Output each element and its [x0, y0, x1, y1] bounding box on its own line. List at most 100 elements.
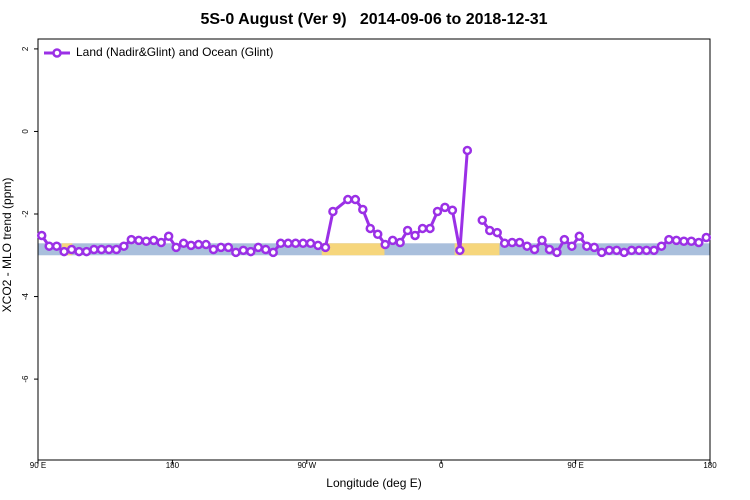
data-point: [410, 230, 420, 241]
data-point: [96, 244, 107, 255]
data-point: [201, 239, 211, 250]
data-point: [268, 247, 278, 258]
data-point: [440, 202, 450, 213]
data-point: [701, 232, 712, 243]
y-tick-label: -2: [21, 210, 30, 218]
series-line: [40, 150, 469, 255]
y-tick-label: 0: [21, 129, 30, 134]
data-point: [529, 244, 540, 255]
data-point: [51, 241, 62, 251]
data-point: [514, 237, 525, 248]
data-point: [492, 227, 502, 238]
x-tick-label: 90 E: [567, 461, 583, 470]
x-tick-label: 180: [703, 461, 717, 470]
land-strip: [454, 243, 500, 256]
data-point: [559, 234, 570, 245]
data-point: [74, 246, 84, 257]
x-tick-label: 90 W: [297, 461, 316, 470]
data-point: [156, 237, 166, 248]
data-point: [634, 245, 644, 256]
data-point: [238, 245, 249, 256]
data-point: [36, 230, 47, 241]
data-point: [432, 206, 443, 217]
data-point: [126, 234, 137, 245]
data-point: [604, 245, 614, 256]
data-point: [141, 236, 152, 246]
data-point: [656, 241, 667, 251]
y-tick-label: -4: [21, 292, 30, 300]
data-point: [372, 229, 383, 239]
data-point: [387, 235, 398, 246]
data-point: [298, 238, 308, 249]
data-point: [649, 245, 659, 256]
plot-frame: [37, 38, 711, 461]
land-strip: [321, 243, 385, 256]
data-point: [208, 244, 219, 255]
data-point: [223, 242, 234, 253]
legend-marker: [52, 48, 62, 58]
data-point: [582, 241, 592, 251]
data-point: [350, 194, 361, 205]
data-point: [679, 236, 689, 246]
data-point: [148, 235, 159, 246]
data-point: [477, 215, 488, 225]
data-point: [425, 223, 435, 234]
y-axis-label: XCO2 - MLO trend (ppm): [0, 178, 14, 313]
data-point: [358, 204, 368, 215]
data-point: [567, 241, 577, 251]
x-tick-label: 90 E: [30, 461, 46, 470]
data-point: [380, 239, 390, 250]
data-point: [447, 205, 458, 216]
y-tick-label: 2: [21, 46, 30, 51]
data-point: [365, 223, 376, 234]
data-point: [253, 242, 264, 253]
data-point: [89, 244, 99, 255]
data-point: [574, 231, 585, 242]
data-point: [507, 237, 517, 248]
data-point: [313, 240, 323, 251]
data-point: [134, 235, 144, 246]
data-point: [589, 242, 600, 253]
x-axis-label: Longitude (deg E): [326, 476, 421, 490]
data-point: [111, 244, 122, 255]
data-point: [484, 225, 495, 236]
data-point: [163, 231, 174, 242]
data-point: [59, 246, 69, 257]
data-point: [686, 236, 697, 246]
data-point: [671, 235, 682, 246]
data-point: [216, 242, 226, 253]
data-point: [290, 238, 301, 249]
data-point: [328, 206, 338, 217]
data-point: [186, 240, 196, 251]
data-point: [104, 244, 114, 255]
data-point: [402, 225, 413, 236]
data-point: [664, 234, 674, 245]
data-point: [611, 245, 622, 256]
data-point: [641, 245, 652, 256]
x-tick-label: 0: [439, 461, 444, 470]
data-point: [343, 194, 353, 205]
data-point: [260, 244, 271, 255]
data-point: [417, 223, 428, 234]
data-point: [694, 237, 704, 248]
data-point: [537, 235, 547, 246]
data-point: [395, 237, 405, 248]
data-point: [499, 238, 510, 249]
data-point: [552, 247, 562, 258]
data-point: [596, 247, 607, 258]
data-point: [619, 247, 629, 258]
data-point: [66, 244, 77, 255]
data-point: [626, 245, 637, 256]
legend-item: Land (Nadir&Glint) and Ocean (Glint): [44, 45, 273, 59]
data-point: [81, 246, 92, 257]
data-point: [320, 242, 331, 253]
data-point: [305, 238, 316, 249]
y-tick-label: -6: [21, 375, 30, 383]
data-point: [171, 242, 181, 253]
data-point: [455, 245, 465, 256]
legend-label: Land (Nadir&Glint) and Ocean (Glint): [76, 45, 273, 59]
data-point: [231, 247, 241, 258]
data-point: [544, 244, 555, 255]
data-point: [44, 241, 54, 251]
